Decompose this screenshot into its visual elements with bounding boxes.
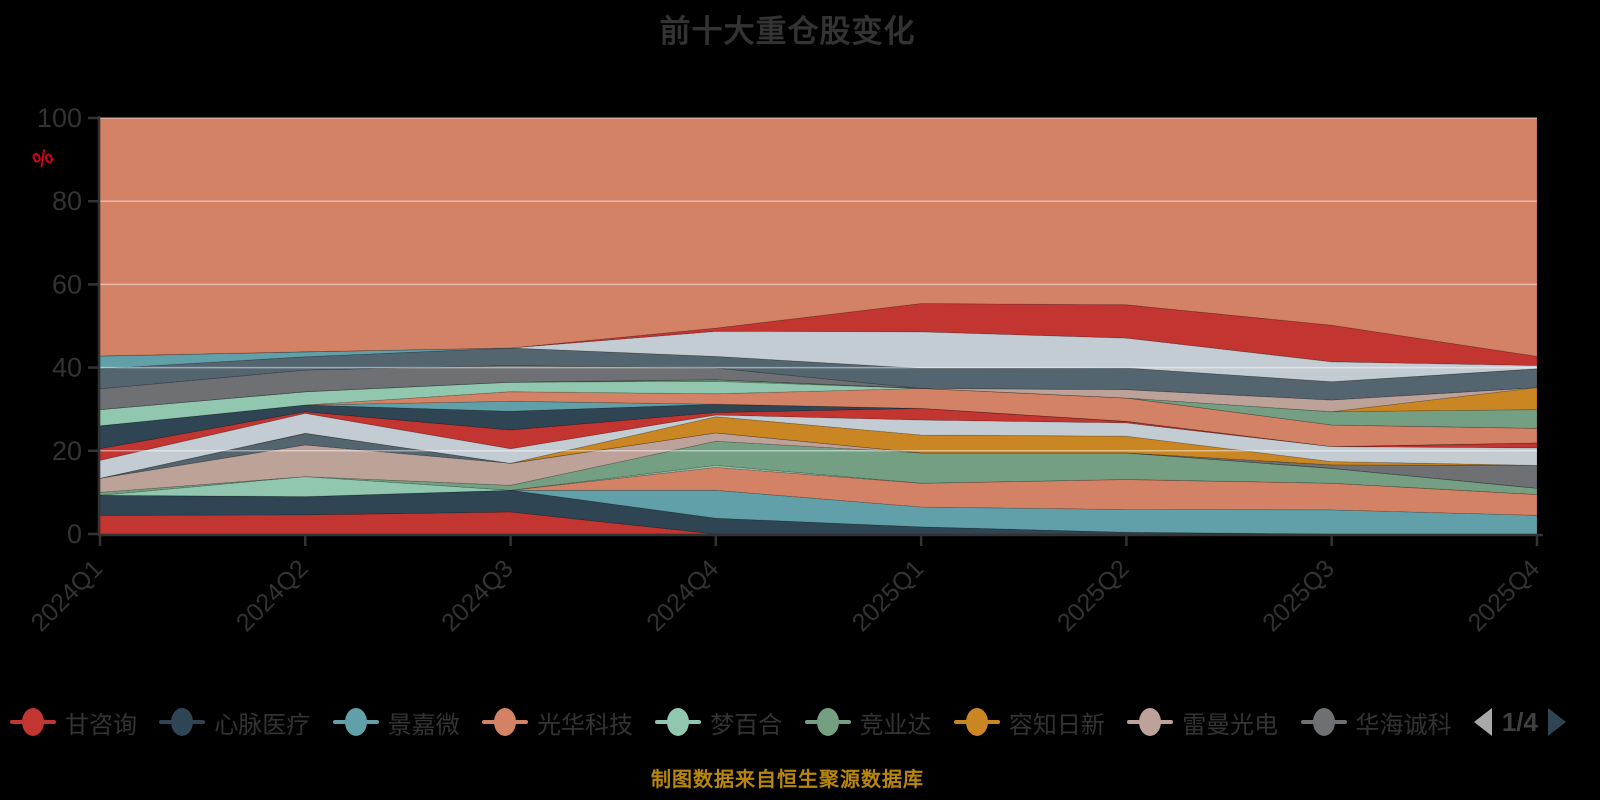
x-axis-label-2024Q3: 2024Q3 xyxy=(436,554,519,637)
legend-item-jingjiawei[interactable]: 景嘉微 xyxy=(332,705,460,740)
legend-prev-icon[interactable] xyxy=(1473,708,1492,736)
legend-marker-icon xyxy=(481,707,528,737)
chart-title: 前十大重仓股变化 xyxy=(659,14,916,49)
legend-marker-icon xyxy=(10,707,56,737)
y-axis-unit-label: % xyxy=(29,143,57,174)
legend-next-icon[interactable] xyxy=(1547,708,1566,736)
legend-item-jingyeda[interactable]: 竞业达 xyxy=(804,705,932,740)
data-source-caption: 制图数据来自恒生聚源数据库 xyxy=(651,769,924,791)
legend-item-xinmai-yiliao[interactable]: 心脉医疗 xyxy=(159,705,310,740)
area-series-s25[interactable] xyxy=(99,117,1538,357)
legend-label: 梦百合 xyxy=(710,711,783,739)
legend-label: 竞业达 xyxy=(859,711,932,739)
legend-item-rongzhi-rixin[interactable]: 容知日新 xyxy=(953,705,1105,740)
x-axis-label-2025Q4: 2025Q4 xyxy=(1463,554,1546,637)
legend-item-huahai-chengke[interactable]: 华海诚科 xyxy=(1300,705,1452,740)
y-axis-label-60: 60 xyxy=(52,269,82,299)
legend-marker-icon xyxy=(1127,707,1174,737)
x-axis-label-2025Q1: 2025Q1 xyxy=(847,554,930,637)
legend-page-indicator: 1/4 xyxy=(1501,706,1538,737)
x-axis-label-2024Q1: 2024Q1 xyxy=(26,554,109,637)
x-axis-label-2024Q4: 2024Q4 xyxy=(641,554,724,637)
area-series-s15[interactable] xyxy=(99,387,1538,448)
legend-label: 光华科技 xyxy=(536,711,633,739)
legend-marker-icon xyxy=(1300,707,1347,737)
x-axis-label-2025Q3: 2025Q3 xyxy=(1257,554,1340,637)
legend: 甘咨询 心脉医疗 景嘉微 光华科技 梦百合 竞业达 容知日新 雷曼光电 华海诚科 1/4 xyxy=(10,703,1566,741)
y-axis-label-100: 100 xyxy=(37,103,82,133)
legend-label: 心脉医疗 xyxy=(214,711,311,739)
legend-marker-icon xyxy=(804,707,851,737)
legend-item-mengbaihe[interactable]: 梦百合 xyxy=(655,705,782,740)
legend-label: 容知日新 xyxy=(1008,711,1105,739)
legend-marker-icon xyxy=(655,707,702,737)
legend-item-leiman-guangdian[interactable]: 雷曼光电 xyxy=(1127,705,1278,740)
y-axis-label-0: 0 xyxy=(67,519,82,549)
x-axis-label-2024Q2: 2024Q2 xyxy=(231,554,314,637)
legend-pager: 1/4 xyxy=(1473,706,1566,738)
legend-label: 甘咨询 xyxy=(65,711,137,739)
legend-label: 雷曼光电 xyxy=(1182,711,1279,739)
y-axis-label-20: 20 xyxy=(52,436,82,466)
legend-label: 景嘉微 xyxy=(387,711,460,739)
area-series-s21[interactable] xyxy=(99,347,1538,401)
area-series-s23[interactable] xyxy=(99,330,1538,383)
x-axis-label-2025Q2: 2025Q2 xyxy=(1052,554,1135,637)
y-axis-label-80: 80 xyxy=(52,186,82,216)
legend-marker-icon xyxy=(332,707,379,737)
legend-item-guanghua-keji[interactable]: 光华科技 xyxy=(481,705,633,740)
legend-marker-icon xyxy=(953,707,1000,737)
legend-item-gan-zixun[interactable]: 甘咨询 xyxy=(10,705,137,740)
area-series-s12[interactable] xyxy=(99,407,1538,461)
y-axis-label-40: 40 xyxy=(52,353,82,383)
legend-marker-icon xyxy=(159,707,206,737)
legend-label: 华海诚科 xyxy=(1355,711,1452,739)
